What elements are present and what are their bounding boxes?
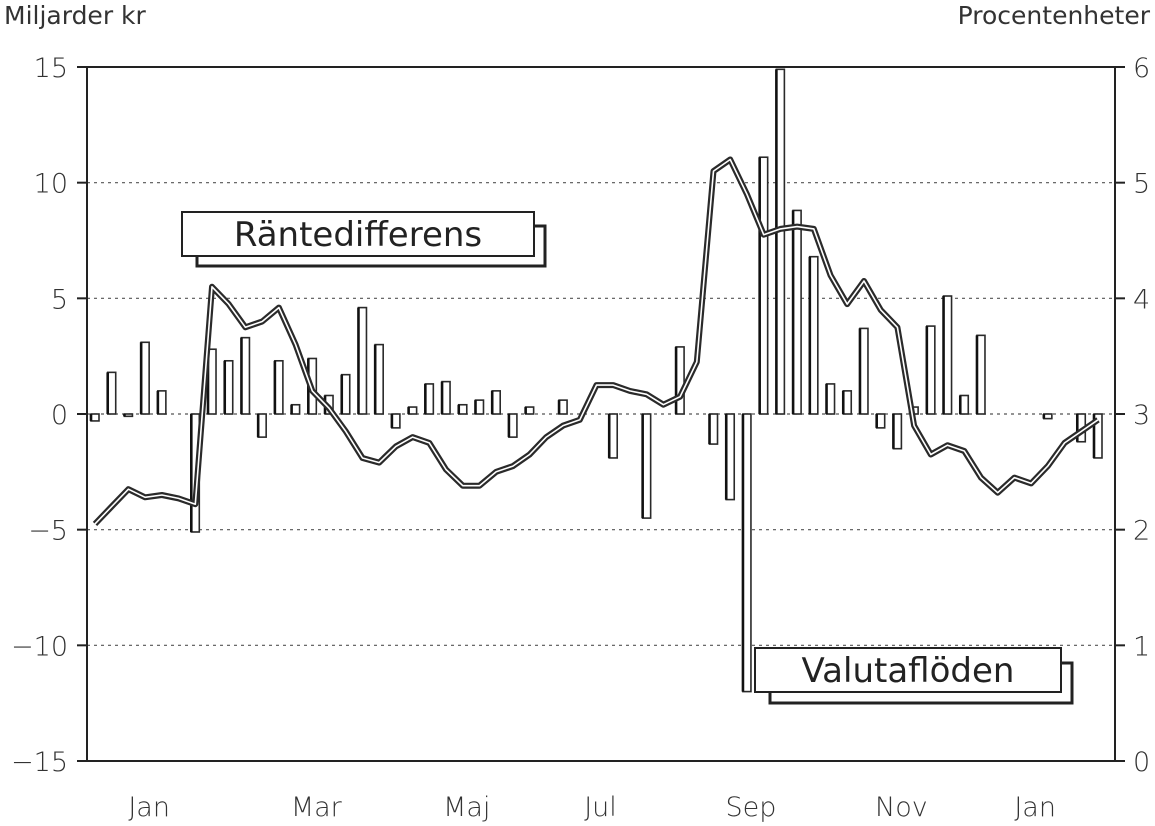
right-tick-label: 1 (1133, 631, 1150, 662)
x-tick-label: Maj (443, 792, 490, 823)
right-tick-label: 5 (1133, 169, 1150, 200)
left-tick-label: 5 (51, 284, 68, 315)
x-axis: JanMarMajJulSepNovJanMar (128, 792, 1056, 823)
x-tick-label: Mar (291, 792, 343, 823)
right-tick-label: 2 (1133, 516, 1150, 547)
left-tick-label: 10 (34, 169, 68, 200)
right-tick-label: 6 (1133, 53, 1150, 84)
x-tick-label: Jul (584, 792, 617, 823)
right-tick-label: 4 (1133, 284, 1150, 315)
rantedifferens-line-group (92, 156, 1100, 526)
left-tick-label: 0 (51, 400, 68, 431)
left-tick-label: −10 (11, 631, 68, 662)
left-axis: 15 10 5 0 −5 −10 −15 (11, 53, 87, 778)
right-tick-label: 0 (1133, 747, 1150, 778)
legend-valutafloden: Valutaflöden (754, 647, 1074, 705)
x-tick-label: Jan (128, 792, 170, 823)
legend-rantedifferens-label: Räntedifferens (234, 215, 482, 255)
right-axis-unit-label: Procentenheter (958, 1, 1151, 30)
valutafloden-bars (89, 68, 1103, 693)
left-tick-label: 15 (34, 53, 68, 84)
legend-valutafloden-label: Valutaflöden (802, 651, 1015, 691)
left-tick-label: −15 (11, 747, 68, 778)
right-axis: 6 5 4 3 2 1 0 (1115, 53, 1150, 778)
x-tick-label: Jan (1014, 792, 1056, 823)
left-axis-unit-label: Miljarder kr (4, 1, 147, 30)
legend-rantedifferens: Räntedifferens (181, 211, 547, 268)
x-tick-label: Nov (875, 792, 928, 823)
right-tick-label: 3 (1133, 400, 1150, 431)
rantedifferens-line-inner (94, 158, 1099, 525)
x-tick-label: Sep (726, 792, 777, 823)
left-tick-label: −5 (28, 516, 68, 547)
